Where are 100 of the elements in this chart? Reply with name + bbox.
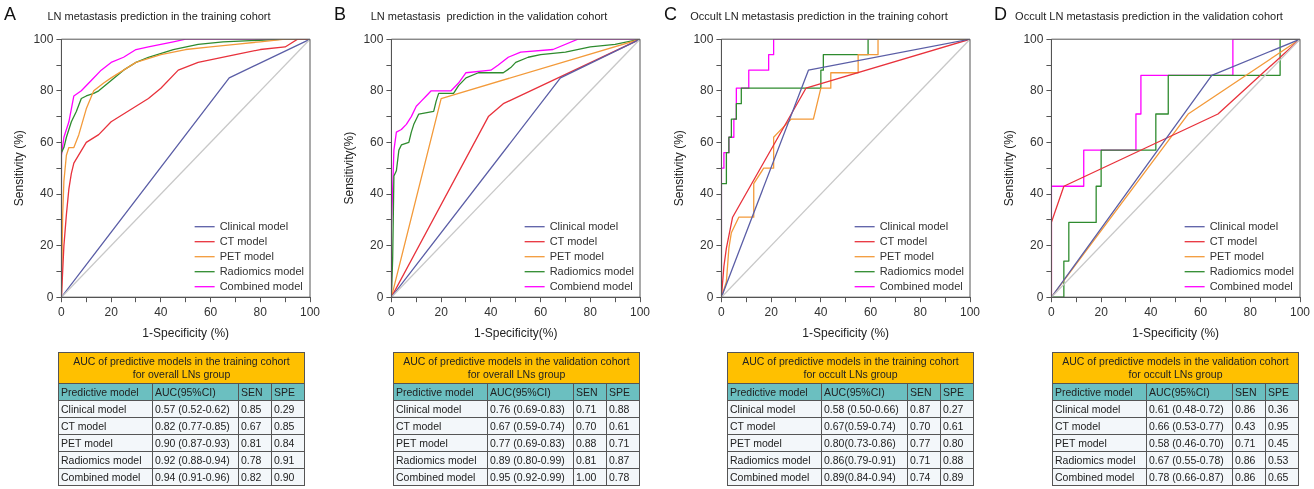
y-tick-label: 0: [46, 289, 54, 304]
category-label: PET model: [1052, 434, 1147, 452]
data-label: 0.27: [940, 400, 974, 418]
data-label: 0.58 (0.46-0.70): [1146, 434, 1233, 452]
category-label: Radiomics model: [1052, 451, 1147, 469]
text: SPE: [940, 383, 974, 401]
legend-label: Clinical model: [549, 219, 619, 232]
text: AUC(95%CI): [821, 383, 908, 401]
y-tick-label: 100: [1023, 31, 1044, 46]
data-label: 0.70: [907, 417, 941, 435]
y-tick-label: 40: [40, 186, 54, 201]
data-label: 0.82: [238, 468, 272, 486]
y-tick-label: 0: [706, 289, 714, 304]
data-label: 0.78 (0.66-0.87): [1146, 468, 1233, 486]
y-tick-label: 20: [370, 237, 384, 252]
data-label: 0.58 (0.50-0.66): [821, 400, 908, 418]
text: SPE: [1265, 383, 1299, 401]
legend-label: CT model: [879, 234, 928, 247]
y-tick-label: 40: [700, 186, 714, 201]
chart-title: LN metastasis prediction in the training cohort: [47, 9, 271, 22]
data-label: 0.86: [1232, 468, 1266, 486]
data-label: 0.88: [573, 434, 607, 452]
x-tick-label: 40: [154, 304, 168, 319]
text: B: [334, 3, 347, 24]
text: A: [4, 3, 17, 24]
legend-label: Combined model: [219, 279, 303, 292]
x-tick-label: 80: [1243, 304, 1258, 319]
text: AUC(95%CI): [1146, 383, 1233, 401]
category-label: PET model: [58, 434, 153, 452]
legend-label: PET model: [549, 249, 604, 262]
x-tick-label: 20: [434, 304, 449, 319]
data-label: 0.87: [907, 400, 941, 418]
data-label: 0.67 (0.55-0.78): [1146, 451, 1233, 469]
category-label: PET model: [393, 434, 488, 452]
x-tick-label: 20: [764, 304, 779, 319]
text: SPE: [271, 383, 305, 401]
x-tick-label: 80: [253, 304, 268, 319]
category-label: Combined model: [393, 468, 488, 486]
x-tick-label: 0: [388, 304, 396, 319]
category-label: CT model: [393, 417, 488, 435]
data-label: 0.78: [238, 451, 272, 469]
category-label: Radiomics model: [58, 451, 153, 469]
y-axis-title: Sensitivity (%): [1001, 130, 1016, 207]
data-label: 1.00: [573, 468, 607, 486]
y-tick-label: 20: [1030, 237, 1044, 252]
text: AUC of predictive models in the training cohort for overall LNs group: [58, 352, 305, 384]
category-label: CT model: [1052, 417, 1147, 435]
x-tick-label: 20: [1094, 304, 1109, 319]
category-label: Clinical model: [727, 400, 822, 418]
legend-label: CT model: [549, 234, 598, 247]
y-tick-label: 80: [1030, 83, 1044, 98]
x-tick-label: 0: [1048, 304, 1056, 319]
data-label: 0.36: [1265, 400, 1299, 418]
category-label: Combined model: [1052, 468, 1147, 486]
data-label: 0.61 (0.48-0.72): [1146, 400, 1233, 418]
data-label: 0.77 (0.69-0.83): [487, 434, 574, 452]
y-tick-label: 60: [40, 134, 54, 149]
y-tick-label: 40: [1030, 186, 1044, 201]
data-label: 0.78: [606, 468, 640, 486]
category-label: Combined model: [727, 468, 822, 486]
chart-title: LN metastasis prediction in the validation cohort: [370, 9, 608, 22]
data-label: 0.53: [1265, 451, 1299, 469]
text: AUC of predictive models in the validation cohort for occult LNs group: [1052, 352, 1299, 384]
legend-label: Clinical model: [879, 219, 949, 232]
x-axis-title: 1-Specificity (%): [142, 326, 230, 341]
data-label: 0.81: [573, 451, 607, 469]
data-label: 0.85: [238, 400, 272, 418]
y-axis-title: Sensitivity(%): [341, 131, 356, 205]
chart-title: Occult LN metastasis prediction in the training cohort: [690, 9, 948, 22]
x-tick-label: 60: [863, 304, 878, 319]
x-axis-title: 1-Specificity (%): [1132, 326, 1220, 341]
category-label: Combined model: [58, 468, 153, 486]
data-label: 0.74: [907, 468, 941, 486]
data-label: 0.76 (0.69-0.83): [487, 400, 574, 418]
data-label: 0.92 (0.88-0.94): [152, 451, 239, 469]
legend-label: Clinical model: [219, 219, 289, 232]
text: C: [664, 3, 677, 24]
data-label: 0.86: [1232, 400, 1266, 418]
data-label: 0.70: [573, 417, 607, 435]
data-label: 0.67(0.59-0.74): [821, 417, 908, 435]
category-label: CT model: [727, 417, 822, 435]
y-tick-label: 0: [1036, 289, 1044, 304]
data-label: 0.94 (0.91-0.96): [152, 468, 239, 486]
legend-label: Radiomics model: [549, 264, 635, 277]
text: Predictive model: [727, 383, 822, 401]
y-tick-label: 100: [363, 31, 384, 46]
data-label: 0.66 (0.53-0.77): [1146, 417, 1233, 435]
data-label: 0.77: [907, 434, 941, 452]
data-label: 0.85: [271, 417, 305, 435]
text: Predictive model: [393, 383, 488, 401]
x-tick-label: 60: [533, 304, 548, 319]
text: SEN: [907, 383, 941, 401]
text: SEN: [1232, 383, 1266, 401]
y-axis-title: Sensitivity (%): [11, 130, 26, 207]
x-tick-label: 80: [913, 304, 928, 319]
data-label: 0.82 (0.77-0.85): [152, 417, 239, 435]
data-label: 0.81: [238, 434, 272, 452]
x-tick-label: 80: [583, 304, 598, 319]
text: SPE: [606, 383, 640, 401]
data-label: 0.86: [1232, 451, 1266, 469]
